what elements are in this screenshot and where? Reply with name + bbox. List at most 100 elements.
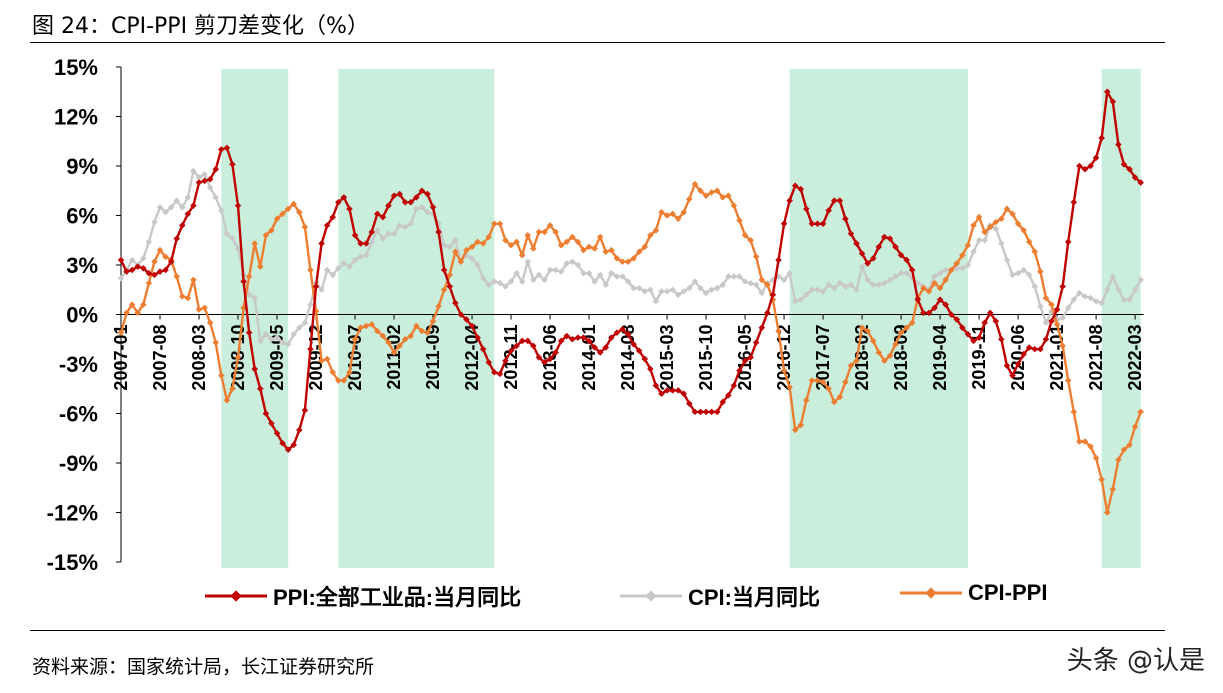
data-point (903, 324, 910, 331)
data-point (786, 269, 793, 277)
data-point (635, 248, 643, 256)
data-point (167, 203, 175, 211)
data-point (362, 240, 370, 247)
data-point (869, 337, 877, 345)
data-point (797, 296, 805, 303)
data-point (424, 329, 431, 336)
data-point (279, 210, 286, 218)
data-point (630, 255, 637, 262)
data-point (702, 289, 710, 297)
top-divider (30, 42, 1165, 43)
data-point (780, 367, 788, 374)
data-point (424, 190, 431, 198)
data-point (179, 203, 186, 211)
data-point (223, 397, 231, 404)
data-point (151, 271, 158, 279)
data-point (903, 256, 910, 264)
data-point (825, 385, 832, 393)
data-point (407, 220, 414, 228)
data-point (346, 368, 353, 376)
data-point (440, 266, 448, 274)
data-point (608, 334, 615, 341)
data-point (970, 222, 977, 229)
data-point (435, 228, 442, 236)
data-point (507, 241, 515, 249)
legend-swatch-ppi (205, 590, 267, 602)
data-point (485, 359, 493, 366)
data-point (808, 286, 816, 294)
data-point (658, 390, 665, 397)
data-point (201, 177, 208, 185)
data-point (959, 251, 966, 259)
data-point (702, 408, 710, 416)
data-point (379, 213, 387, 221)
data-point (713, 187, 721, 195)
data-point (452, 236, 459, 244)
data-point (396, 342, 403, 350)
data-point (981, 236, 988, 244)
data-point (1037, 302, 1044, 310)
data-point (379, 235, 387, 242)
data-point (981, 319, 988, 327)
data-point (613, 273, 621, 280)
data-point (864, 276, 871, 284)
data-point (535, 228, 543, 236)
data-point (156, 268, 164, 275)
figure-title: 图 24：CPI-PPI 剪刀差变化（%） (32, 14, 369, 39)
data-point (569, 258, 576, 265)
x-tick-label: 2015-10 (696, 325, 716, 391)
data-point (156, 246, 164, 254)
data-point (819, 378, 827, 386)
data-point (117, 256, 125, 264)
data-point (184, 194, 192, 201)
data-point (351, 335, 359, 343)
data-point (245, 273, 253, 280)
data-point (786, 383, 793, 391)
data-point (652, 227, 660, 234)
data-point (953, 316, 961, 323)
data-point (162, 208, 169, 216)
data-point (362, 322, 370, 330)
data-point (557, 241, 565, 249)
data-point (474, 261, 481, 269)
shaded-period (789, 69, 968, 568)
data-point (680, 208, 688, 216)
data-point (401, 199, 409, 206)
data-point (290, 200, 297, 208)
data-point (702, 192, 710, 199)
data-point (318, 286, 325, 294)
data-point (301, 406, 309, 414)
data-point (842, 378, 849, 386)
data-point (463, 316, 470, 323)
data-point (658, 208, 665, 216)
data-point (808, 220, 816, 228)
x-tick-label: 2017-07 (813, 325, 833, 391)
data-point (920, 309, 927, 317)
data-point (262, 331, 270, 338)
data-point (463, 246, 470, 254)
data-point (569, 233, 576, 241)
data-point (396, 190, 403, 198)
data-point (513, 269, 520, 277)
data-point (892, 340, 899, 348)
data-point (190, 167, 197, 175)
data-point (953, 260, 961, 267)
data-point (273, 430, 281, 437)
x-tick-label: 2007-01 (111, 325, 131, 391)
data-point (268, 335, 275, 343)
data-point (145, 269, 153, 277)
data-point (925, 288, 933, 295)
data-point (424, 208, 431, 216)
data-point (652, 382, 660, 389)
y-tick-label: 0% (66, 303, 98, 328)
data-point (596, 233, 604, 241)
data-point (825, 207, 832, 214)
x-tick-label: 2015-03 (657, 325, 677, 391)
data-point (691, 180, 699, 188)
data-point (134, 263, 141, 270)
data-point (257, 263, 264, 270)
data-point (335, 265, 342, 272)
data-point (312, 283, 320, 290)
data-point (741, 278, 749, 285)
data-point (340, 260, 348, 267)
